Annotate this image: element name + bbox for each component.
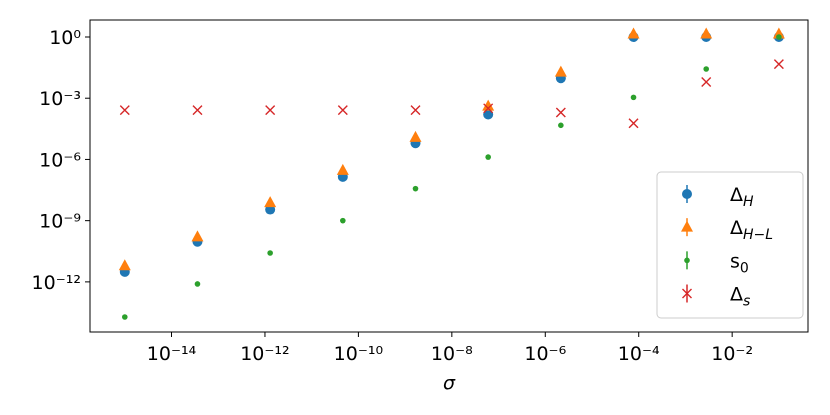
point bbox=[121, 314, 128, 320]
legend-label: ΔH bbox=[730, 184, 754, 210]
legend-marker bbox=[684, 257, 690, 264]
point bbox=[482, 99, 495, 111]
point bbox=[264, 196, 277, 208]
legend-label: Δs bbox=[730, 284, 750, 310]
point bbox=[483, 109, 494, 120]
point bbox=[119, 105, 130, 116]
x-tick-label: 10⁻⁴ bbox=[618, 343, 660, 365]
x-tick-label: 10⁻¹⁴ bbox=[147, 343, 197, 365]
point bbox=[773, 59, 784, 70]
point bbox=[194, 281, 201, 287]
plot-area bbox=[89, 19, 809, 333]
x-tick-label: 10⁻² bbox=[711, 343, 753, 365]
point bbox=[554, 65, 567, 77]
point bbox=[703, 66, 710, 72]
point bbox=[337, 105, 348, 116]
point bbox=[485, 154, 491, 160]
legend-label: ΔH−L bbox=[730, 217, 773, 243]
y-tick-label: 10⁻³ bbox=[39, 88, 81, 110]
x-tick-label: 10⁻⁸ bbox=[431, 343, 473, 365]
point bbox=[772, 27, 785, 39]
point bbox=[410, 105, 421, 116]
legend-label: s0 bbox=[730, 250, 749, 276]
point bbox=[336, 163, 349, 175]
point bbox=[340, 217, 346, 224]
point bbox=[700, 27, 713, 39]
y-tick-label: 10⁻¹² bbox=[32, 272, 81, 294]
legend-box bbox=[656, 171, 804, 319]
point bbox=[701, 77, 712, 88]
point bbox=[192, 105, 203, 116]
x-axis-label: σ bbox=[443, 372, 456, 394]
point bbox=[265, 105, 276, 116]
point bbox=[267, 250, 273, 256]
x-tick-label: 10⁻¹⁰ bbox=[334, 343, 383, 365]
x-tick-label: 10⁻¹² bbox=[240, 343, 289, 365]
point bbox=[483, 103, 494, 114]
point bbox=[118, 259, 131, 271]
x-tick-label: 10⁻⁶ bbox=[524, 343, 566, 365]
point bbox=[628, 118, 639, 129]
y-tick-label: 10⁰ bbox=[49, 27, 81, 49]
y-tick-label: 10⁻⁶ bbox=[39, 149, 81, 171]
legend-marker bbox=[682, 189, 692, 199]
point bbox=[412, 185, 419, 192]
point bbox=[409, 130, 422, 142]
point bbox=[630, 94, 637, 101]
point bbox=[558, 122, 564, 129]
y-tick-label: 10⁻⁹ bbox=[39, 211, 81, 233]
legend-marker bbox=[681, 220, 693, 232]
point bbox=[776, 34, 782, 40]
legend-marker bbox=[682, 288, 692, 299]
point bbox=[627, 27, 640, 39]
point bbox=[555, 107, 566, 118]
legend: ΔH ΔH−L s0 Δs bbox=[656, 171, 804, 319]
point bbox=[191, 230, 204, 242]
